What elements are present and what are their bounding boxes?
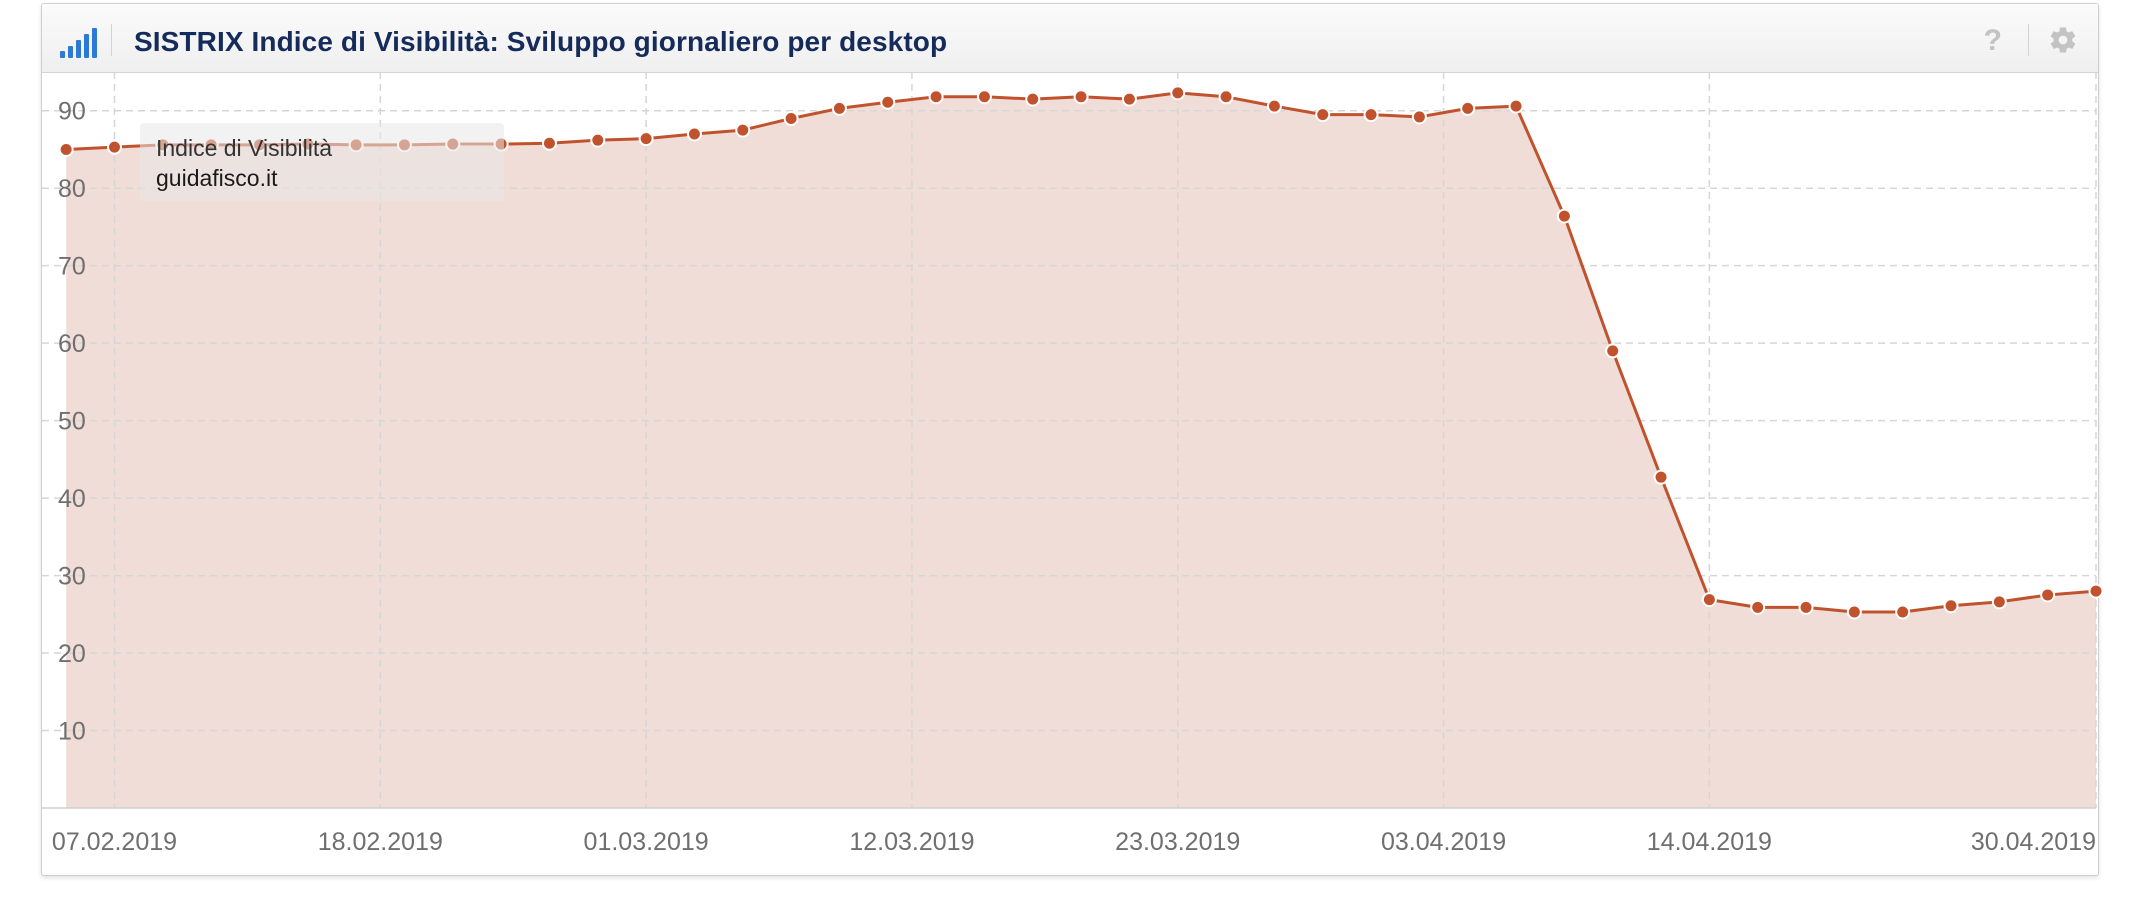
data-point	[1411, 109, 1427, 125]
data-point	[880, 94, 896, 110]
data-point	[1266, 98, 1282, 114]
data-point	[1121, 91, 1137, 107]
data-point	[1556, 208, 1572, 224]
data-point	[1750, 599, 1766, 615]
data-point	[1943, 598, 1959, 614]
data-point	[1653, 469, 1669, 485]
data-point	[1025, 91, 1041, 107]
data-point	[735, 122, 751, 138]
data-point	[638, 131, 654, 147]
data-point	[1895, 604, 1911, 620]
data-point	[1315, 107, 1331, 123]
y-tick-label: 10	[58, 718, 86, 746]
data-point	[1460, 100, 1476, 116]
data-point	[541, 135, 557, 151]
legend-series-label: Indice di Visibilità	[156, 135, 333, 161]
data-point	[1846, 604, 1862, 620]
data-point	[1605, 343, 1621, 359]
y-tick-label: 90	[58, 98, 86, 126]
y-tick-label: 50	[58, 408, 86, 436]
data-point	[686, 126, 702, 142]
x-tick-label: 30.04.2019	[1971, 828, 2096, 856]
data-point	[1991, 594, 2007, 610]
chart-legend: Indice di Visibilità guidafisco.it	[140, 123, 504, 201]
header-divider-right	[2028, 24, 2029, 56]
x-tick-label: 07.02.2019	[52, 828, 177, 856]
gear-icon[interactable]	[2048, 25, 2078, 55]
data-point	[783, 110, 799, 126]
data-point	[2040, 587, 2056, 603]
data-point	[1798, 599, 1814, 615]
data-point	[1073, 89, 1089, 105]
panel-title: SISTRIX Indice di Visibilità: Sviluppo g…	[134, 26, 948, 57]
data-point	[58, 141, 74, 157]
help-icon[interactable]: ?	[1983, 24, 2002, 57]
data-point	[976, 89, 992, 105]
data-point	[1170, 85, 1186, 101]
data-point	[1363, 107, 1379, 123]
y-tick-label: 30	[58, 563, 86, 591]
series-area-fill	[66, 92, 2096, 808]
data-point	[1508, 98, 1524, 114]
data-point	[590, 132, 606, 148]
y-tick-label: 20	[58, 640, 86, 668]
data-point	[2088, 583, 2104, 599]
y-tick-label: 80	[58, 175, 86, 203]
data-point	[1218, 89, 1234, 105]
x-tick-label: 14.04.2019	[1647, 828, 1772, 856]
x-tick-label: 12.03.2019	[849, 828, 974, 856]
data-point	[928, 89, 944, 105]
data-point	[1701, 592, 1717, 608]
y-tick-label: 70	[58, 253, 86, 281]
x-tick-label: 01.03.2019	[584, 828, 709, 856]
panel-header: SISTRIX Indice di Visibilità: Sviluppo g…	[42, 4, 2098, 73]
header-divider	[111, 24, 112, 56]
legend-domain-label: guidafisco.it	[156, 165, 278, 191]
y-tick-label: 60	[58, 330, 86, 358]
x-tick-label: 18.02.2019	[318, 828, 443, 856]
data-point	[106, 139, 122, 155]
y-tick-label: 40	[58, 485, 86, 513]
x-tick-label: 03.04.2019	[1381, 828, 1506, 856]
data-point	[831, 100, 847, 116]
x-tick-label: 23.03.2019	[1115, 828, 1240, 856]
signal-bars-icon	[60, 26, 97, 58]
